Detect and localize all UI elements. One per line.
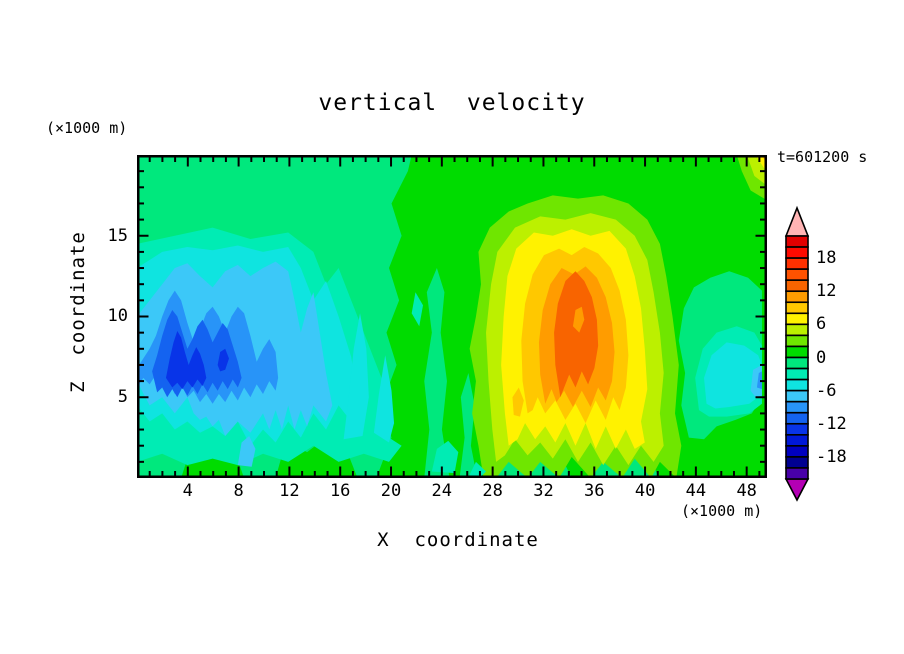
plot-border (137, 155, 767, 478)
contour-band--14 (165, 331, 207, 390)
contour-band-8 (512, 387, 524, 417)
contour-band--6 (373, 355, 395, 443)
colorbar-band (785, 268, 809, 281)
x-tick-label: 16 (329, 481, 351, 501)
colorbar-tick-label: -12 (816, 413, 847, 434)
colorbar-band (785, 445, 809, 458)
colorbar-band (785, 367, 809, 381)
tick-marks (139, 157, 765, 476)
axis-frame (137, 155, 767, 478)
colorbar-tick-label: 12 (816, 281, 837, 302)
colorbar-band (785, 411, 809, 425)
contour-band--6 (343, 313, 369, 440)
contour-band-12 (554, 271, 599, 398)
colorbar-band (785, 301, 809, 315)
x-tick-label: 32 (533, 481, 554, 501)
colorbar-band (785, 422, 809, 436)
contour-band--4 (411, 292, 424, 327)
x-tick-label: 48 (736, 481, 757, 501)
colorbar-over-arrow (784, 205, 810, 237)
colorbar-band (785, 334, 809, 348)
x-tick-label: 12 (279, 481, 300, 501)
colorbar-tick-label: 18 (816, 248, 837, 269)
chart-title: vertical velocity (318, 90, 586, 116)
x-tick-label: 44 (685, 481, 707, 501)
colorbar-band (785, 389, 809, 403)
colorbar-band (785, 456, 809, 469)
colorbar-tick-label: 6 (816, 314, 827, 335)
contour-band--8 (237, 436, 256, 467)
z-tick-label: 5 (117, 387, 128, 407)
colorbar-band (785, 257, 809, 270)
colorbar-tick-label: -6 (816, 380, 837, 401)
colorbar-bands (785, 235, 809, 480)
colorbar-band (785, 312, 809, 326)
colorbar-band (785, 246, 809, 259)
colorbar-band (785, 356, 809, 370)
colorbar-band (785, 400, 809, 414)
colorbar-band (785, 279, 809, 293)
contour-band--4 (431, 440, 459, 474)
colorbar (784, 205, 810, 502)
contour-band-10 (572, 306, 585, 333)
x-tick-label: 8 (233, 481, 244, 501)
time-annotation: t=601200 s (777, 148, 868, 166)
contour-band--2 (424, 268, 450, 478)
colorbar-under-arrow (784, 478, 810, 502)
z-tick-label: 15 (107, 226, 128, 246)
contour-band--14 (217, 348, 229, 372)
colorbar-band (785, 378, 809, 392)
x-tick-label: 36 (584, 481, 605, 501)
colorbar-tick-label: 0 (816, 347, 827, 368)
contour-band--4 (469, 461, 487, 478)
x-tick-label: 28 (482, 481, 503, 501)
x-tick-label: 20 (380, 481, 402, 501)
x-tick-label: 24 (431, 481, 453, 501)
colorbar-band (785, 345, 809, 359)
colorbar-band (785, 235, 809, 248)
colorbar-band (785, 290, 809, 304)
contour-band--2 (459, 373, 478, 478)
colorbar-band (785, 323, 809, 337)
x-tick-label: 4 (182, 481, 193, 501)
x-tick-label: 40 (634, 481, 656, 501)
colorbar-band (785, 467, 809, 480)
colorbar-band (785, 434, 809, 447)
contour-band--10 (756, 371, 762, 390)
x-axis-title: X coordinate (377, 529, 539, 551)
x-axis-unit-label: (×1000 m) (681, 502, 763, 520)
colorbar-tick-label: -18 (816, 446, 847, 467)
z-tick-label: 10 (107, 306, 128, 326)
z-axis-unit-label: (×1000 m) (46, 119, 128, 137)
contour-band--6 (704, 342, 762, 409)
contour-plot (137, 155, 767, 478)
